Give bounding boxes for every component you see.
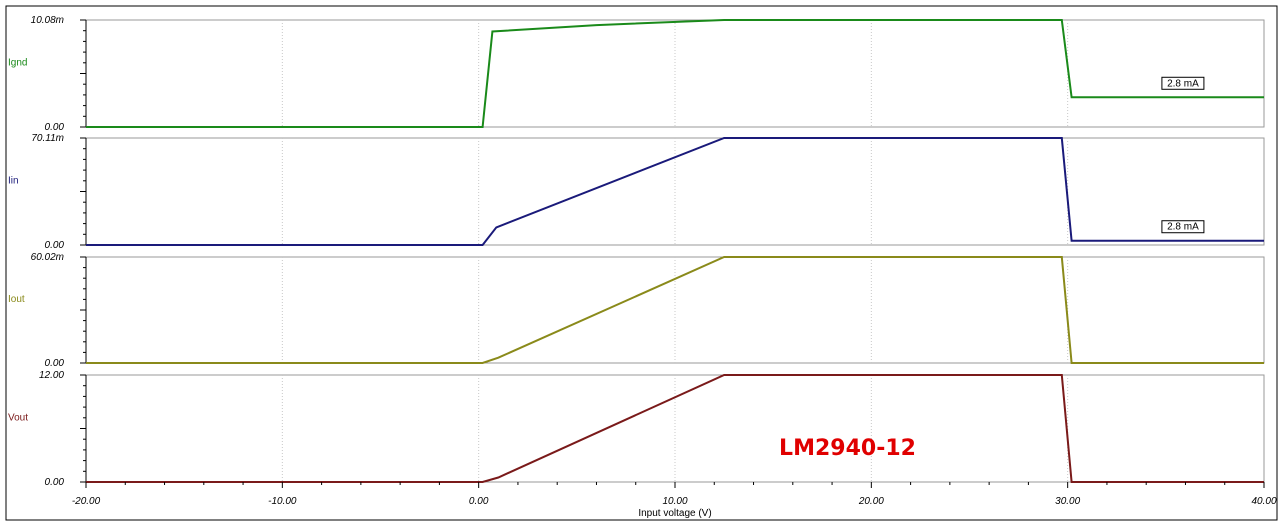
x-tick-label: -10.00 [268,496,297,507]
marker-box [1161,220,1205,234]
x-tick-label: -20.00 [72,496,101,507]
series-line-iin [86,137,1264,246]
y-tick-label-max: 10.08m [31,15,64,26]
marker-label-iin: 2.8 mA [1167,222,1199,233]
series-label-iout: Iout [8,294,25,305]
x-axis-label: Input voltage (V) [638,508,711,519]
outer-frame [5,5,1278,521]
device-annotation: LM2940-12 [779,436,916,461]
x-tick-label: 40.00 [1251,496,1276,507]
series-line-iout [86,256,1264,364]
series-label-iin: Iin [8,176,19,187]
series-label-ignd: Ignd [8,58,27,69]
series-label-vout: Vout [8,413,28,424]
y-tick-label-min: 0.00 [45,122,65,133]
x-tick-label: 20.00 [858,496,884,507]
x-tick-label: 10.00 [662,496,687,507]
marker-label-ignd: 2.8 mA [1167,78,1199,89]
series-line-ignd [86,19,1264,128]
x-tick-label: 0.00 [469,496,489,507]
series-line-vout [86,374,1264,483]
y-tick-label-min: 0.00 [45,240,65,251]
y-tick-label-min: 0.00 [45,477,65,488]
x-tick-label: 30.00 [1055,496,1080,507]
y-tick-label-min: 0.00 [45,358,65,369]
y-tick-label-max: 12.00 [39,370,64,381]
y-tick-label-max: 60.02m [31,252,64,263]
marker-box [1161,76,1205,90]
y-tick-label-max: 70.11m [31,133,64,144]
